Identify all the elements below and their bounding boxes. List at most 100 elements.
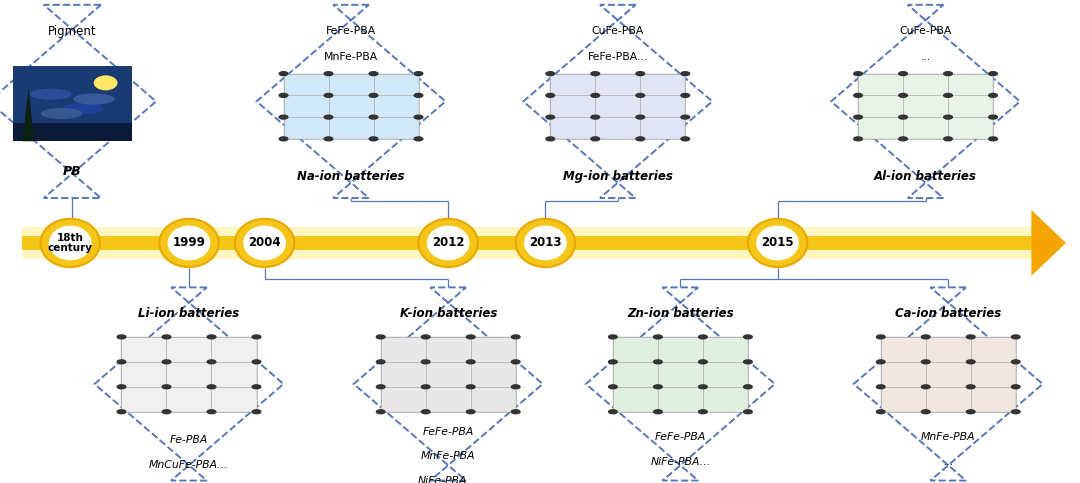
Circle shape [743, 335, 752, 339]
Circle shape [921, 385, 930, 389]
Circle shape [415, 115, 423, 119]
Circle shape [421, 335, 430, 339]
Circle shape [467, 335, 475, 339]
Circle shape [207, 335, 216, 339]
Circle shape [467, 360, 475, 364]
Bar [283, 73, 419, 139]
Ellipse shape [167, 226, 211, 260]
Circle shape [279, 115, 287, 119]
Circle shape [207, 410, 216, 413]
Circle shape [279, 93, 287, 97]
Ellipse shape [756, 226, 799, 260]
Circle shape [591, 137, 599, 141]
Circle shape [899, 115, 907, 119]
Circle shape [415, 137, 423, 141]
Text: Mg-ion batteries: Mg-ion batteries [563, 170, 673, 183]
Circle shape [162, 385, 171, 389]
Circle shape [591, 93, 599, 97]
Circle shape [967, 360, 975, 364]
Circle shape [253, 385, 261, 389]
Circle shape [377, 360, 384, 364]
Circle shape [944, 137, 953, 141]
Circle shape [699, 410, 707, 413]
Ellipse shape [73, 93, 114, 105]
Ellipse shape [427, 226, 470, 260]
Bar [551, 73, 686, 139]
Text: MnFe-PBA: MnFe-PBA [921, 432, 975, 442]
Circle shape [162, 410, 171, 413]
Text: CuFe-PBA: CuFe-PBA [592, 27, 644, 36]
Circle shape [743, 385, 752, 389]
Circle shape [653, 360, 662, 364]
Circle shape [653, 385, 662, 389]
Circle shape [853, 71, 862, 75]
Polygon shape [257, 5, 446, 198]
Circle shape [636, 137, 645, 141]
Polygon shape [585, 287, 775, 481]
Circle shape [591, 71, 599, 75]
Circle shape [653, 335, 662, 339]
Circle shape [545, 71, 555, 75]
Bar [22, 227, 1037, 258]
Text: 2012: 2012 [432, 237, 464, 249]
Text: FeFe-PBA: FeFe-PBA [654, 432, 706, 442]
Circle shape [369, 71, 378, 75]
Circle shape [421, 385, 430, 389]
Circle shape [415, 93, 423, 97]
Circle shape [877, 360, 886, 364]
Circle shape [545, 137, 555, 141]
Circle shape [853, 137, 862, 141]
Circle shape [967, 335, 975, 339]
Polygon shape [354, 287, 542, 481]
Ellipse shape [30, 88, 71, 100]
Circle shape [899, 93, 907, 97]
Circle shape [467, 410, 475, 413]
Circle shape [377, 335, 384, 339]
Circle shape [680, 93, 690, 97]
Text: FeFe-PBA: FeFe-PBA [422, 427, 474, 437]
Circle shape [545, 115, 555, 119]
Circle shape [899, 71, 907, 75]
Circle shape [636, 115, 645, 119]
Circle shape [162, 335, 171, 339]
Circle shape [967, 410, 975, 413]
Ellipse shape [49, 226, 92, 260]
Text: MnFe-PBA: MnFe-PBA [324, 52, 378, 61]
Ellipse shape [160, 219, 218, 267]
Circle shape [680, 137, 690, 141]
Bar [22, 236, 1037, 250]
Text: 18th
century: 18th century [48, 232, 93, 254]
Circle shape [680, 115, 690, 119]
Bar [13, 66, 132, 141]
Circle shape [1011, 335, 1021, 339]
Text: FeFe-PBA: FeFe-PBA [326, 27, 376, 36]
Circle shape [944, 71, 953, 75]
Polygon shape [95, 287, 283, 481]
Circle shape [207, 360, 216, 364]
Circle shape [680, 71, 690, 75]
Circle shape [899, 137, 907, 141]
Text: Fe-PBA: Fe-PBA [170, 435, 208, 444]
Circle shape [253, 360, 261, 364]
Circle shape [512, 360, 521, 364]
Text: NiFe-PBA...: NiFe-PBA... [650, 457, 711, 467]
Circle shape [545, 93, 555, 97]
Circle shape [591, 115, 599, 119]
Circle shape [989, 115, 998, 119]
Circle shape [877, 335, 886, 339]
Text: Pigment: Pigment [48, 25, 97, 38]
Circle shape [743, 410, 752, 413]
Circle shape [369, 93, 378, 97]
Circle shape [989, 93, 998, 97]
Bar [380, 337, 516, 412]
Circle shape [1011, 410, 1021, 413]
Bar [121, 337, 257, 412]
Bar [13, 123, 132, 141]
Circle shape [699, 360, 707, 364]
Polygon shape [0, 5, 157, 198]
Circle shape [324, 137, 333, 141]
Polygon shape [523, 5, 713, 198]
Circle shape [609, 410, 618, 413]
Circle shape [609, 360, 618, 364]
Circle shape [369, 137, 378, 141]
